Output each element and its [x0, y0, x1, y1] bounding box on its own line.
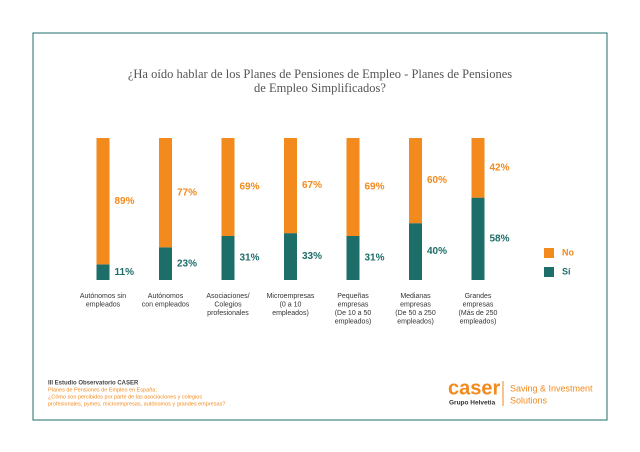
bar-segment: [159, 247, 172, 280]
chart-title: de Empleo Simplificados?: [254, 81, 386, 95]
bar-segment: [221, 138, 235, 236]
x-tick-label: (De 50 a 250: [395, 310, 436, 317]
footer-line: Planes de Pensiones de Empleo en España:: [48, 387, 157, 393]
logo-brand: caser: [448, 377, 500, 399]
bar-segment: [471, 197, 485, 280]
value-label: 69%: [240, 182, 260, 193]
x-tick-label: Microempresas: [267, 293, 315, 300]
x-tick-label: empleados): [272, 310, 309, 317]
x-tick-label: Autónomos: [148, 293, 184, 300]
bar-segment: [96, 138, 110, 265]
x-tick-label: empresas: [338, 301, 369, 308]
x-tick-label: (De 10 a 50: [335, 310, 372, 317]
value-label: 42%: [490, 162, 510, 173]
value-label: 31%: [365, 253, 385, 264]
value-label: 58%: [490, 233, 510, 244]
x-tick-label: empresas: [463, 301, 494, 308]
x-tick-label: empleados): [460, 318, 497, 325]
bar-segment: [221, 235, 235, 280]
value-label: 11%: [115, 267, 135, 278]
bar-segment: [409, 138, 422, 224]
bar-segment: [471, 138, 485, 198]
logo-group: Grupo Helvetia: [449, 400, 496, 407]
bar-segment: [159, 138, 172, 248]
legend-swatch: [544, 248, 554, 258]
x-tick-label: Asociaciones/: [206, 293, 249, 300]
value-label: 31%: [240, 253, 260, 264]
x-tick-label: empresas: [400, 301, 431, 308]
x-tick-label: Colegios: [214, 301, 242, 308]
x-tick-label: Grandes: [465, 293, 492, 300]
legend-swatch: [544, 267, 554, 277]
bar-segment: [284, 138, 297, 234]
value-label: 67%: [302, 180, 322, 191]
value-label: 89%: [115, 196, 135, 207]
x-tick-label: Medianas: [400, 293, 431, 300]
value-label: 33%: [302, 251, 322, 262]
legend-label: Sí: [562, 266, 571, 276]
logo-tagline: Saving & Investment: [510, 383, 593, 393]
x-tick-label: empleados): [397, 318, 434, 325]
bar-segment: [346, 235, 360, 280]
footer-source: III Estudio Observatorio CASER: [48, 381, 139, 387]
frame: [32, 32, 608, 421]
logo-tagline: Solutions: [510, 395, 548, 405]
value-label: 77%: [177, 187, 197, 198]
bar-segment: [96, 264, 110, 280]
chart-title: ¿Ha oído hablar de los Planes de Pension…: [128, 67, 512, 81]
bar-segment: [346, 138, 360, 236]
value-label: 60%: [427, 175, 447, 186]
value-label: 40%: [427, 246, 447, 257]
x-tick-label: Autónomos sin: [80, 293, 126, 300]
bar-segment: [284, 233, 297, 280]
bar-segment: [409, 223, 422, 280]
value-label: 69%: [365, 182, 385, 193]
footer-line: profesionales, pymes, microempresas, aut…: [48, 401, 225, 407]
value-label: 23%: [177, 258, 197, 269]
footer-line: ¿Cómo son percibidos por parte de las as…: [48, 394, 202, 400]
x-tick-label: con empleados: [142, 301, 190, 308]
x-tick-label: (0 a 10: [280, 301, 302, 308]
x-tick-label: profesionales: [207, 310, 249, 317]
x-tick-label: empleados): [335, 318, 372, 325]
legend-label: No: [562, 247, 574, 257]
x-tick-label: empleados: [86, 301, 121, 308]
x-tick-label: Pequeñas: [337, 293, 369, 300]
x-tick-label: (Más de 250: [459, 310, 498, 317]
